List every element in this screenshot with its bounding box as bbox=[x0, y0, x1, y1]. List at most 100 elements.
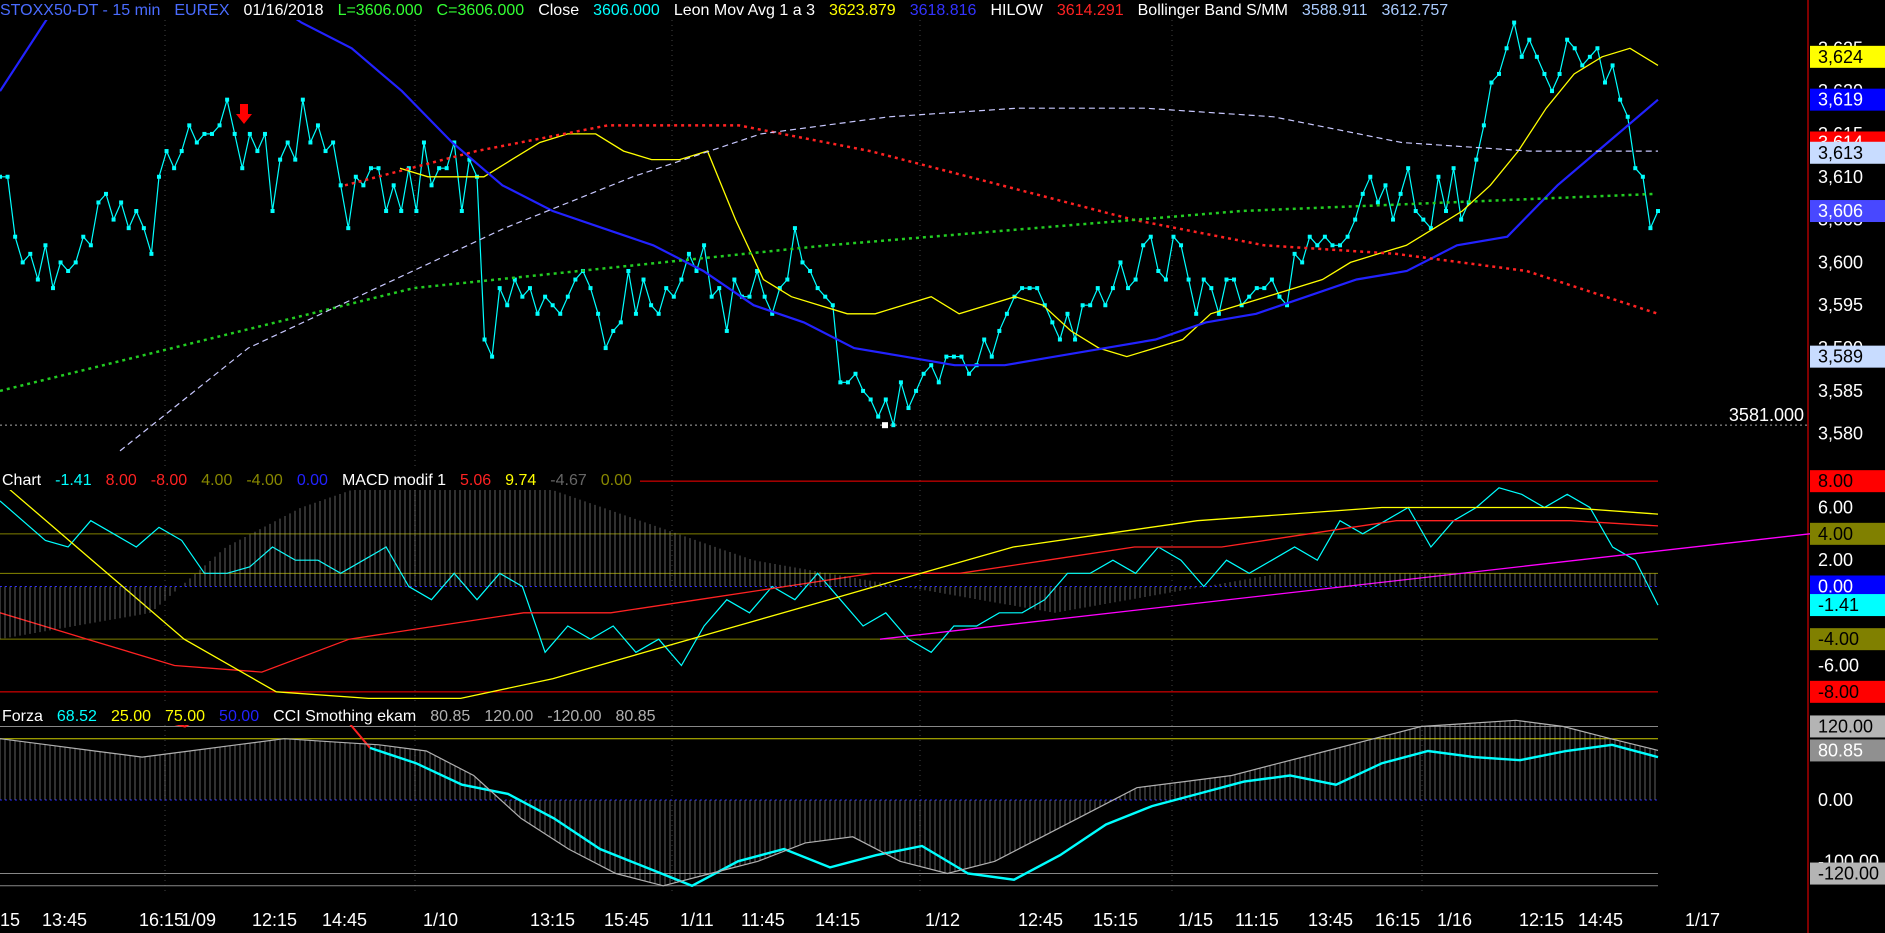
x-axis-label: 16:15 bbox=[139, 910, 184, 930]
close-point bbox=[278, 157, 283, 162]
x-axis-label: 1/10 bbox=[423, 910, 458, 930]
x-axis-label: 13:45 bbox=[1308, 910, 1353, 930]
x-axis-label: 1/17 bbox=[1685, 910, 1720, 930]
header-item: STOXX50-DT - 15 min bbox=[0, 2, 160, 19]
close-point bbox=[967, 371, 972, 376]
close-point bbox=[543, 294, 548, 299]
close-point bbox=[1633, 166, 1638, 171]
close-point bbox=[747, 294, 752, 299]
x-axis-label: 11:45 bbox=[741, 910, 785, 930]
close-point bbox=[111, 217, 116, 222]
close-point bbox=[861, 388, 866, 393]
cci-value-badge-label: 80.85 bbox=[1818, 740, 1863, 760]
cci-legend-background bbox=[0, 703, 650, 725]
close-point bbox=[20, 260, 25, 265]
close-point bbox=[694, 268, 699, 273]
price-y-tick-label: 3,580 bbox=[1818, 424, 1863, 444]
price-value-badge bbox=[1810, 200, 1885, 223]
x-axis-label: 12:15 bbox=[1519, 910, 1564, 930]
close-point bbox=[611, 328, 616, 333]
close-point bbox=[982, 337, 987, 342]
header-item: L=3606.000 bbox=[338, 2, 423, 19]
x-axis-label: 13:15 bbox=[530, 910, 575, 930]
close-point bbox=[633, 311, 638, 316]
header-item: 3612.757 bbox=[1381, 2, 1448, 19]
close-point bbox=[1269, 277, 1274, 282]
close-point bbox=[906, 406, 911, 411]
close-point bbox=[149, 251, 154, 256]
close-point bbox=[603, 346, 608, 351]
close-point bbox=[66, 268, 71, 273]
macd-value-badge bbox=[1810, 628, 1885, 651]
close-point bbox=[35, 277, 40, 282]
close-point bbox=[1534, 54, 1539, 59]
close-point bbox=[1595, 46, 1600, 51]
close-point bbox=[520, 294, 525, 299]
close-point bbox=[240, 166, 245, 171]
close-point bbox=[482, 337, 487, 342]
close-point bbox=[437, 166, 442, 171]
close-point bbox=[558, 311, 563, 316]
close-point bbox=[823, 294, 828, 299]
macd-y-tick-label: -6.00 bbox=[1818, 656, 1859, 676]
header-item: 3588.911 bbox=[1302, 2, 1368, 19]
macd-legend-item: 0.00 bbox=[601, 472, 632, 489]
close-point bbox=[414, 209, 419, 214]
close-point bbox=[1421, 217, 1426, 222]
close-point bbox=[1587, 54, 1592, 59]
close-point bbox=[512, 277, 517, 282]
close-point bbox=[989, 354, 994, 359]
close-point bbox=[808, 268, 813, 273]
close-point bbox=[194, 140, 199, 145]
close-point bbox=[1262, 286, 1267, 291]
close-point bbox=[5, 174, 10, 179]
close-point bbox=[914, 388, 919, 393]
close-point bbox=[1035, 286, 1040, 291]
close-point bbox=[217, 123, 222, 128]
cci-legend-item: 80.85 bbox=[616, 708, 656, 725]
price-value-badge-label: 3,589 bbox=[1818, 347, 1863, 367]
close-point bbox=[141, 226, 146, 231]
close-point bbox=[1050, 320, 1055, 325]
close-point bbox=[1459, 217, 1464, 222]
close-point bbox=[1565, 37, 1570, 42]
close-point bbox=[565, 294, 570, 299]
close-point bbox=[247, 131, 252, 136]
close-point bbox=[406, 166, 411, 171]
header-item: Bollinger Band S/MM bbox=[1138, 2, 1288, 19]
close-point bbox=[664, 286, 669, 291]
close-point bbox=[1625, 114, 1630, 119]
close-point bbox=[770, 311, 775, 316]
x-axis-label: 15:45 bbox=[604, 910, 649, 930]
macd-value-badge-label: -4.00 bbox=[1818, 629, 1859, 649]
close-point bbox=[1383, 183, 1388, 188]
close-point bbox=[1610, 63, 1615, 68]
x-axis-label: 14:45 bbox=[322, 910, 367, 930]
price-value-badge bbox=[1810, 141, 1885, 164]
close-point bbox=[550, 303, 555, 308]
close-point bbox=[1247, 294, 1252, 299]
close-point bbox=[1201, 277, 1206, 282]
close-point bbox=[1277, 294, 1282, 299]
close-point bbox=[300, 97, 305, 102]
close-point bbox=[126, 226, 131, 231]
close-point bbox=[452, 140, 457, 145]
close-point bbox=[490, 354, 495, 359]
close-point bbox=[262, 131, 267, 136]
close-point bbox=[1088, 303, 1093, 308]
close-point bbox=[679, 277, 684, 282]
close-point bbox=[255, 149, 260, 154]
header-item: 3614.291 bbox=[1057, 2, 1124, 19]
close-point bbox=[1224, 277, 1229, 282]
close-point bbox=[1398, 191, 1403, 196]
x-axis-label: 1/16 bbox=[1437, 910, 1472, 930]
cci-legend-item: 120.00 bbox=[484, 708, 533, 725]
close-point bbox=[497, 286, 502, 291]
close-point bbox=[270, 209, 275, 214]
header-item: EUREX bbox=[174, 2, 229, 19]
header-item: C=3606.000 bbox=[437, 2, 525, 19]
price-series-bollinger-band-s-mm bbox=[119, 107, 1658, 452]
close-point bbox=[1027, 286, 1032, 291]
close-point bbox=[929, 363, 934, 368]
